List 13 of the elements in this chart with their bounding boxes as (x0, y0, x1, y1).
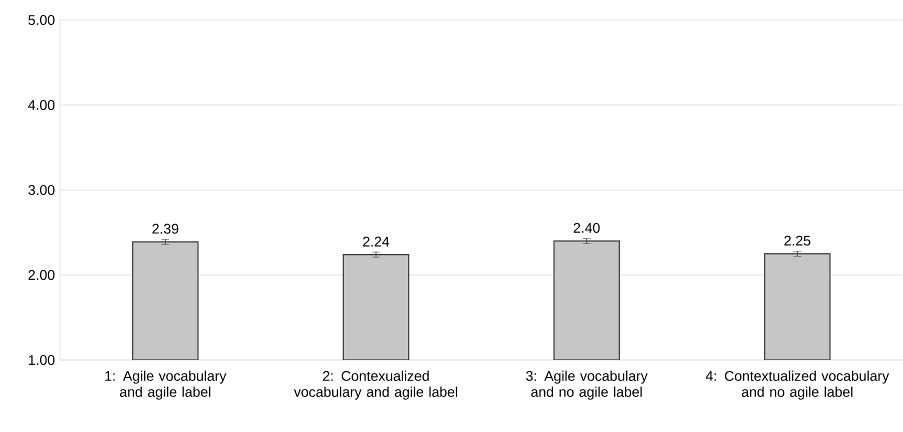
y-tick-label: 1.00 (28, 355, 55, 365)
data-label: 2.25 (784, 236, 810, 246)
x-tick-label: 4: Contextualized vocabulary and no agile label (706, 370, 890, 400)
x-tick-label: 1: Agile vocabulary and agile label (105, 370, 226, 400)
y-tick-label: 3.00 (28, 185, 55, 195)
y-tick-label: 4.00 (28, 100, 55, 110)
data-label: 2.24 (363, 236, 390, 246)
y-tick-label: 2.00 (28, 270, 55, 280)
y-tick-label: 5.00 (28, 15, 55, 25)
data-label: 2.39 (152, 224, 178, 234)
x-tick-label: 2: Contexualized vocabulary and agile label (294, 370, 458, 400)
x-tick-label: 3: Agile vocabulary and no agile label (526, 370, 648, 400)
data-label: 2.40 (574, 222, 600, 233)
